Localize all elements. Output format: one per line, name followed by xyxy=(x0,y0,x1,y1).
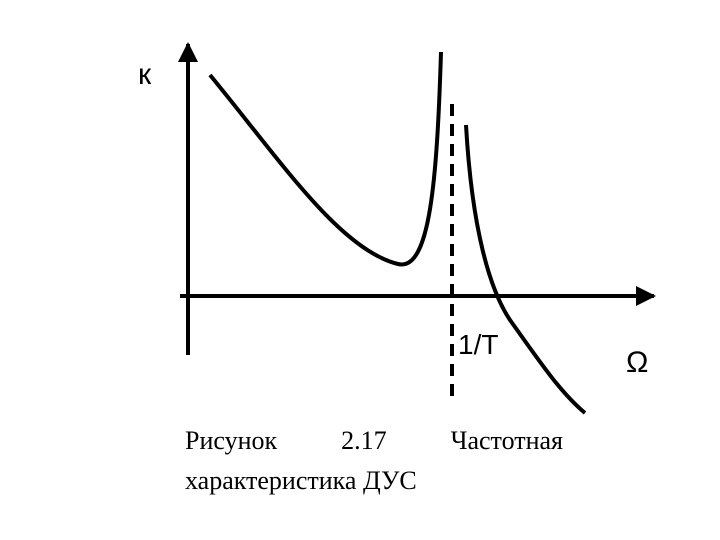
x-axis-label: Ω xyxy=(626,346,648,379)
curve-left xyxy=(208,51,443,267)
caption-line: Рисунок 2.17 Частотная xyxy=(185,426,563,455)
y-axis-label: к xyxy=(138,58,152,91)
curve-right xyxy=(464,124,587,415)
caption-line: характеристика ДУС xyxy=(185,466,417,495)
marker-label: 1/T xyxy=(458,329,498,360)
